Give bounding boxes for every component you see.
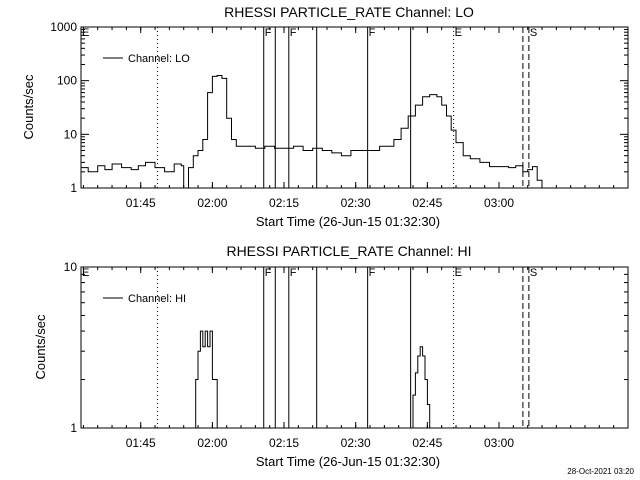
lo-event-markers: F F F E SE [82,27,537,188]
hi-plot-frame [80,266,629,429]
hi-y-tick-label: 1 [70,421,77,435]
hi-chart-title: RHESSI PARTICLE_RATE Channel: HI [226,243,471,259]
hi-x-tick-label: 01:45 [126,436,156,450]
hi-series-line [190,330,218,429]
lo-x-tick-label: 03:00 [484,196,514,210]
lo-y-tick-label: 1000 [50,20,77,34]
hi-legend-label: Channel: HI [128,293,186,305]
lo-chart-title: RHESSI PARTICLE_RATE Channel: LO [224,4,474,20]
lo-series [81,75,543,189]
lo-plot-frame [80,26,629,189]
hi-corner-label: E [82,267,89,279]
lo-y-tick-label: 10 [64,127,78,141]
lo-x-tick-label: 02:15 [269,196,299,210]
hi-event-marker-label: S [530,267,537,279]
hi-series-line-2 [410,346,431,429]
lo-channel-panel: RHESSI PARTICLE_RATE Channel: LO 01:45 02… [21,4,629,229]
lo-legend-label: Channel: LO [128,53,190,65]
hi-event-marker-label: F [369,267,376,279]
hi-series [190,330,431,429]
lo-x-axis-title: Start Time (26-Jun-15 01:32:30) [256,214,440,229]
lo-event-marker-label: F [369,27,376,39]
hi-event-marker-label: E [455,267,462,279]
hi-y-axis-title: Counts/sec [33,314,48,380]
lo-x-ticks: 01:45 02:00 02:15 02:30 02:45 03:00 [82,27,629,210]
lo-x-tick-label: 01:45 [126,196,156,210]
hi-event-marker-label: F [265,267,272,279]
generation-timestamp: 28-Oct-2021 03:20 [567,467,634,476]
lo-event-marker-label: E [455,27,462,39]
hi-x-axis-title: Start Time (26-Jun-15 01:32:30) [256,454,440,469]
lo-x-tick-label: 02:30 [341,196,371,210]
lo-legend: Channel: LO [103,53,190,65]
hi-channel-panel: RHESSI PARTICLE_RATE Channel: HI 01:45 02… [33,243,629,469]
lo-y-axis-title: Counts/sec [21,74,36,140]
hi-event-markers: F F F E SE [82,267,537,428]
lo-y-ticks: 1 10 100 1000 [50,20,628,195]
hi-x-ticks: 01:45 02:00 02:15 02:30 02:45 03:00 [82,267,629,450]
hi-x-tick-label: 02:30 [341,436,371,450]
lo-x-tick-label: 02:00 [197,196,227,210]
hi-legend: Channel: HI [103,293,186,305]
lo-event-marker-label: S [530,27,537,39]
hi-x-tick-label: 02:00 [197,436,227,450]
lo-event-marker-label: F [290,27,297,39]
hi-x-tick-label: 02:15 [269,436,299,450]
lo-y-tick-label: 1 [70,181,77,195]
lo-event-marker-label: F [265,27,272,39]
lo-series-line [81,75,543,189]
lo-corner-label: E [82,27,89,39]
hi-y-ticks: 1 10 [64,260,628,435]
hi-x-tick-label: 03:00 [484,436,514,450]
hi-x-tick-label: 02:45 [412,436,442,450]
hi-y-tick-label: 10 [64,260,78,274]
lo-y-tick-label: 100 [57,74,77,88]
lo-x-tick-label: 02:45 [412,196,442,210]
hi-event-marker-label: F [290,267,297,279]
